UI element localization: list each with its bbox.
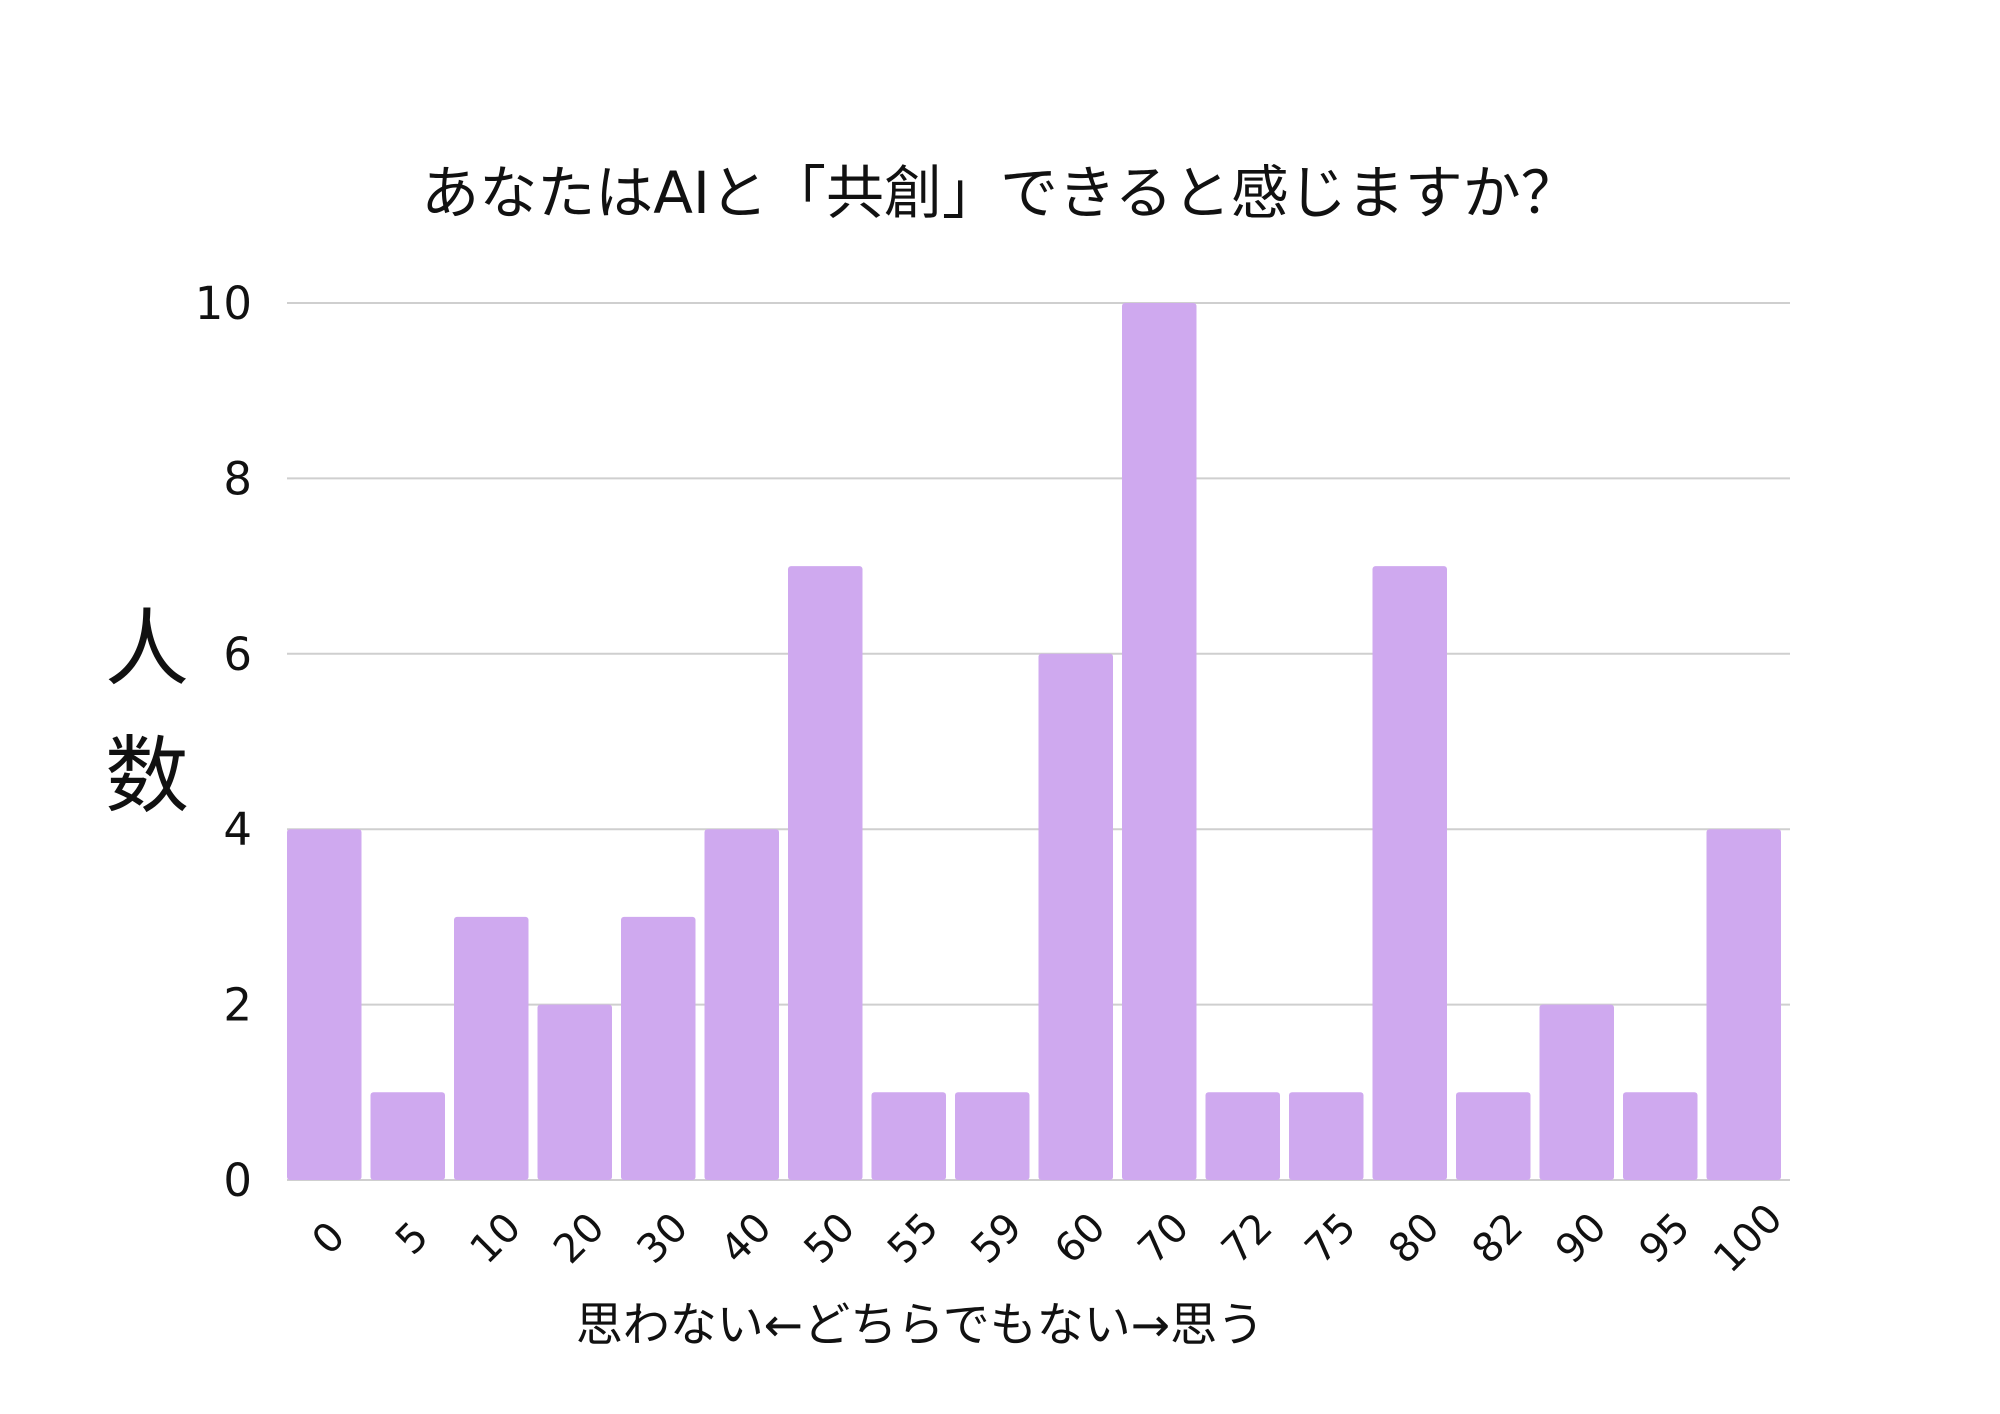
x-tick-label-55: 55 xyxy=(879,1204,948,1273)
chart-title: あなたはAIと「共創」できると感じますか？ xyxy=(421,159,1579,227)
bar-100 xyxy=(1707,829,1782,1180)
bars xyxy=(287,303,1781,1180)
y-tick-labels: 0 2 4 6 8 10 xyxy=(195,277,252,1207)
y-axis-title-char: 数 xyxy=(105,727,189,825)
x-tick-label-70: 70 xyxy=(1130,1204,1199,1273)
y-tick-label-0: 0 xyxy=(223,1154,252,1207)
bar-82 xyxy=(1456,1092,1531,1180)
bar-60 xyxy=(1039,654,1114,1180)
y-tick-label-6: 6 xyxy=(223,628,252,681)
x-tick-label-80: 80 xyxy=(1380,1204,1449,1273)
bar-80 xyxy=(1373,566,1448,1180)
x-tick-label-60: 60 xyxy=(1046,1204,1115,1273)
y-tick-label-10: 10 xyxy=(195,277,252,330)
bar-50 xyxy=(788,566,863,1180)
bar-70 xyxy=(1122,303,1197,1180)
bar-55 xyxy=(872,1092,947,1180)
bar-90 xyxy=(1540,1005,1615,1180)
x-tick-label-40: 40 xyxy=(712,1204,781,1273)
x-tick-label-20: 20 xyxy=(545,1204,614,1273)
y-tick-label-4: 4 xyxy=(223,803,252,856)
bar-5 xyxy=(371,1092,446,1180)
x-tick-label-5: 5 xyxy=(387,1213,438,1264)
x-axis-title: 思わない←どちらでもない→思う xyxy=(576,1298,1264,1353)
x-tick-labels: 0 5 10 20 30 40 50 55 59 60 70 72 75 80 82 90 95 100 xyxy=(304,1195,1792,1282)
x-tick-label-0: 0 xyxy=(304,1213,355,1264)
bar-0 xyxy=(287,829,362,1180)
bar-95 xyxy=(1623,1092,1698,1180)
y-axis-title: 人数 xyxy=(105,600,189,825)
y-tick-label-8: 8 xyxy=(223,452,252,505)
bar-20 xyxy=(538,1005,613,1180)
bar-75 xyxy=(1289,1092,1364,1180)
bar-10 xyxy=(454,917,529,1180)
x-tick-label-30: 30 xyxy=(629,1204,698,1273)
x-tick-label-100: 100 xyxy=(1705,1195,1792,1282)
bar-30 xyxy=(621,917,696,1180)
x-tick-label-82: 82 xyxy=(1464,1204,1533,1273)
x-tick-label-59: 59 xyxy=(963,1204,1032,1273)
x-tick-label-10: 10 xyxy=(462,1204,531,1273)
bar-40 xyxy=(705,829,780,1180)
bar-72 xyxy=(1206,1092,1281,1180)
x-tick-label-72: 72 xyxy=(1213,1204,1282,1273)
x-tick-label-75: 75 xyxy=(1297,1204,1366,1273)
x-tick-label-50: 50 xyxy=(796,1204,865,1273)
y-axis-title-char: 人 xyxy=(105,600,189,698)
x-tick-label-95: 95 xyxy=(1631,1204,1700,1273)
x-tick-label-90: 90 xyxy=(1547,1204,1616,1273)
y-tick-label-2: 2 xyxy=(223,979,252,1032)
bar-59 xyxy=(955,1092,1030,1180)
